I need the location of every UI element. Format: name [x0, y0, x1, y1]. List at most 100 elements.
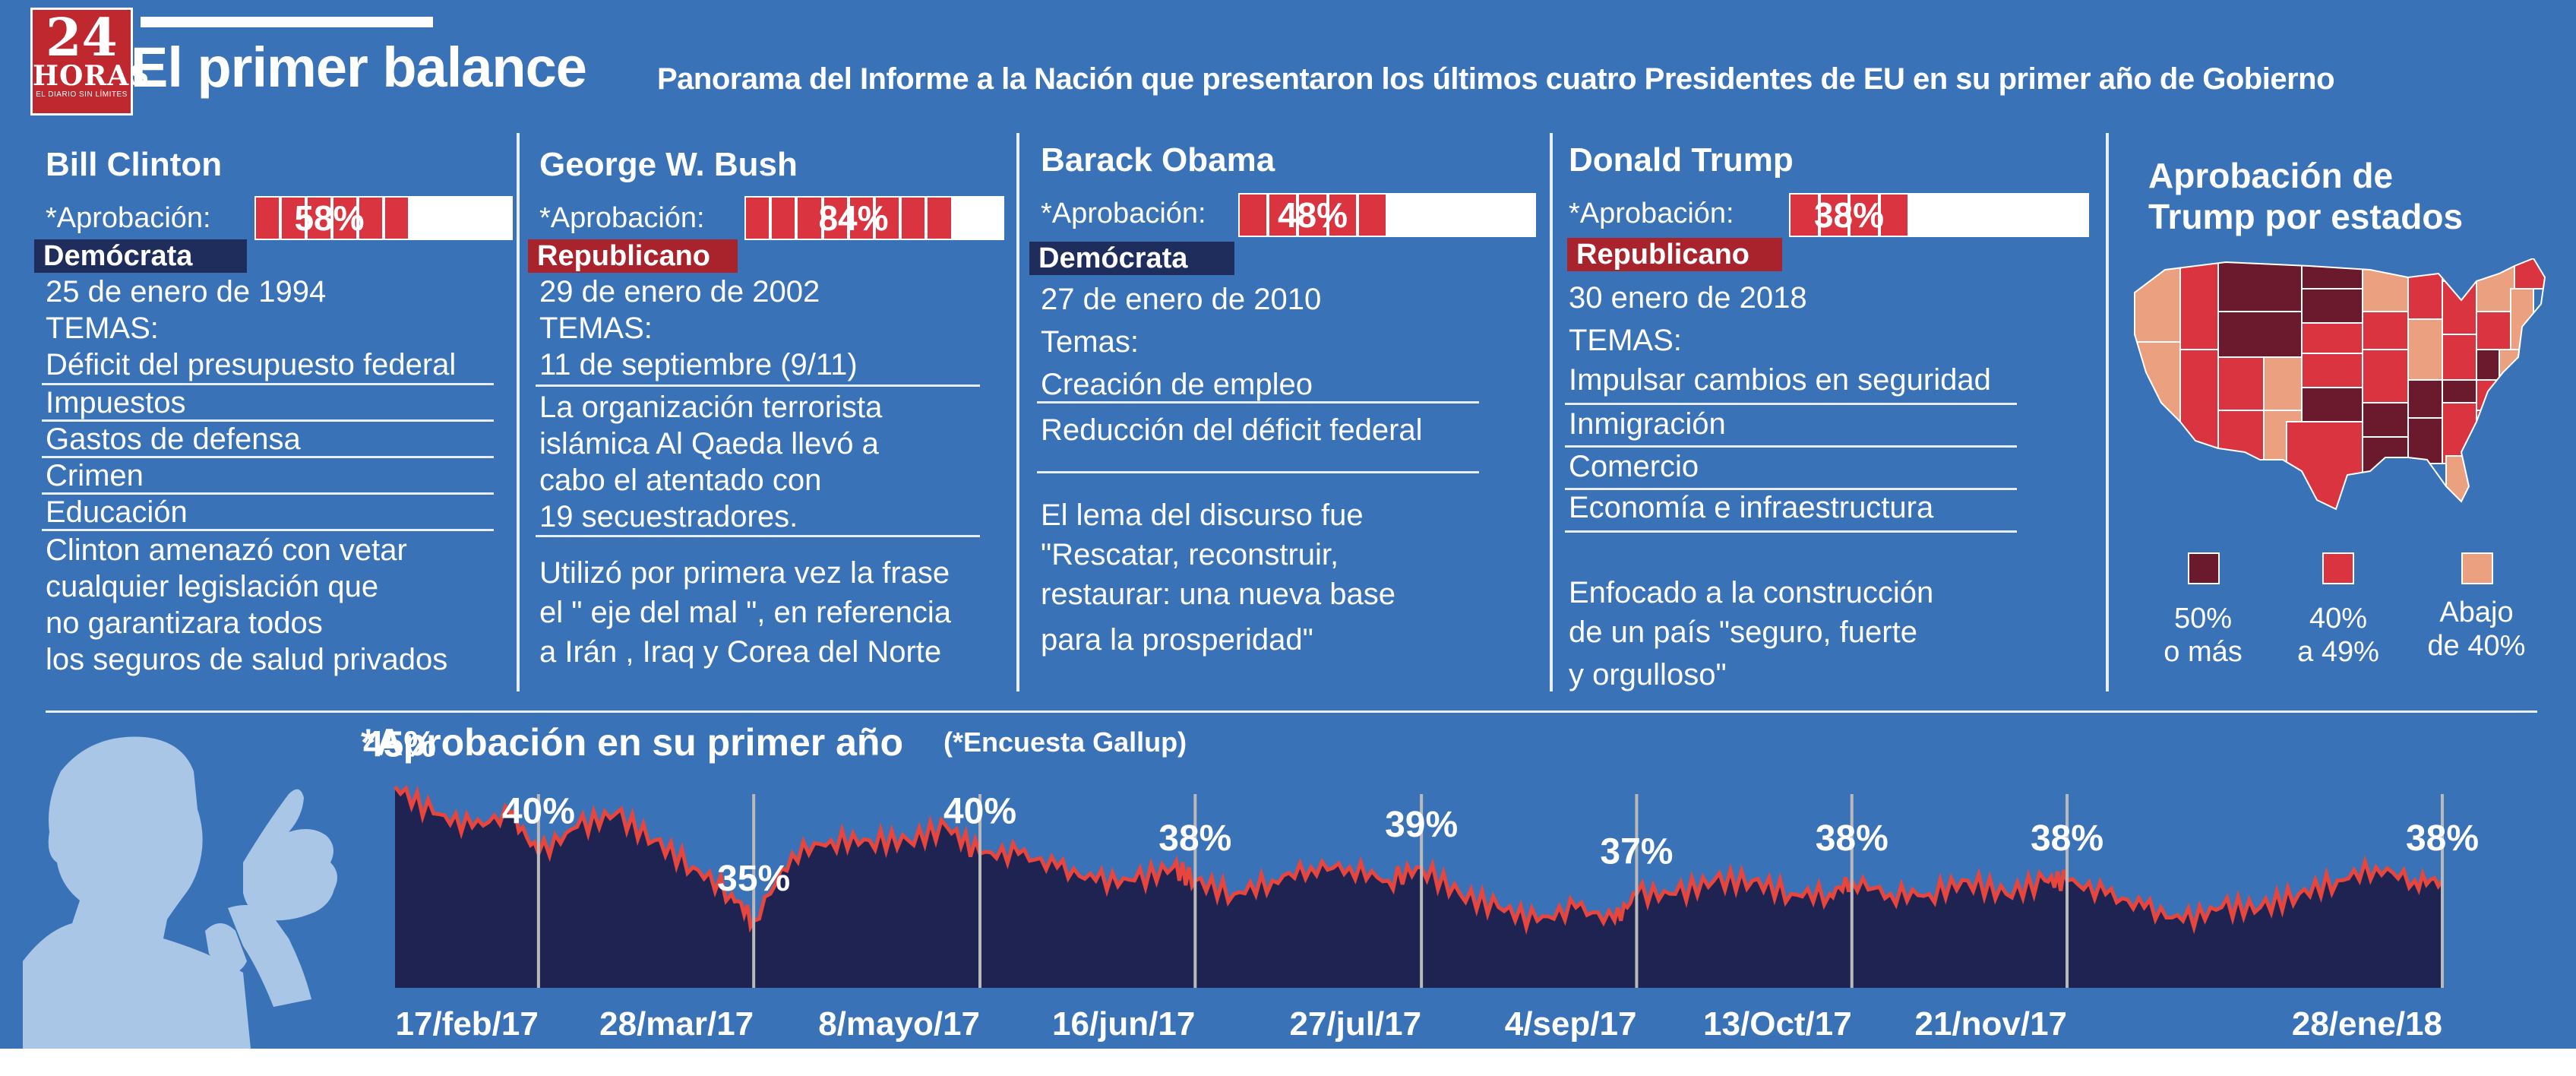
approval-segment-empty [409, 196, 435, 240]
approval-segment-empty [1446, 193, 1477, 237]
approval-segment-empty [2059, 193, 2089, 237]
party-badge: Demócrata [1029, 242, 1234, 275]
approval-segment-filled [848, 196, 875, 240]
divider [1565, 403, 2017, 405]
x-tick-label: 17/feb/17 [396, 1005, 539, 1043]
x-tick-label: 4/sep/17 [1505, 1005, 1637, 1043]
party-badge: Demócrata [34, 239, 247, 273]
x-tick-label: 21/nov/17 [1914, 1005, 2067, 1043]
topic-item: Inmigración [1569, 407, 1726, 441]
divider [1565, 445, 2017, 448]
topic-item: Comercio [1569, 450, 1699, 483]
map-title-line: Trump por estados [2148, 197, 2464, 236]
approval-label: *Aprobación: [539, 202, 705, 234]
note-line: Enfocado a la construcción [1569, 576, 1934, 609]
topic-item: Impuestos [46, 386, 186, 419]
topic-item: 11 de septiembre (9/11) [539, 348, 858, 381]
approval-segment-empty [435, 196, 461, 240]
data-label: 40% [502, 792, 575, 832]
data-label: 40% [943, 792, 1016, 832]
approval-segment-empty [1939, 193, 1969, 237]
data-label: 35% [717, 859, 790, 899]
approval-label: *Aprobación: [46, 202, 211, 234]
divider [42, 419, 494, 422]
approval-segment-filled [358, 196, 384, 240]
x-tick-label: 28/mar/17 [599, 1005, 754, 1043]
speech-date: 27 de enero de 2010 [1041, 283, 1322, 316]
data-label: 45% [363, 724, 436, 764]
approval-segment-filled [1789, 193, 1819, 237]
x-tick-label: 27/jul/17 [1289, 1005, 1421, 1043]
approval-value: 58% [294, 198, 365, 238]
approval-area-chart: 45% 17/feb/17 40% 28/mar/17 35% 8/mayo/17 40% 1… [363, 724, 2479, 1043]
party-badge: Republicano [528, 239, 738, 273]
column-divider [1550, 133, 1553, 691]
legend-line: Abajo [2439, 597, 2514, 628]
divider [536, 385, 980, 387]
legend-line: 40% [2309, 603, 2368, 635]
column-divider [2106, 133, 2109, 691]
note-line: La organización terrorista [539, 391, 883, 424]
president-name: George W. Bush [539, 146, 798, 183]
party-badge: Republicano [1567, 238, 1782, 271]
x-tick-label: 13/Oct/17 [1703, 1005, 1852, 1043]
approval-segment-filled [1849, 193, 1879, 237]
note-line: Utilizó por primera vez la frase [539, 556, 950, 590]
legend-line: a 49% [2297, 636, 2379, 668]
note-line: el " eje del mal ", en referencia [539, 596, 952, 629]
approval-label: *Aprobación: [1041, 198, 1206, 229]
topic-item: Reducción del déficit federal [1041, 413, 1423, 447]
approval-bar [254, 196, 513, 240]
x-tick-label: 8/mayo/17 [818, 1005, 980, 1043]
approval-segment-filled [1357, 193, 1388, 237]
data-label: 38% [1816, 818, 1889, 859]
data-label: 39% [1385, 805, 1458, 845]
approval-segment-empty [952, 196, 978, 240]
approval-segment-empty [1387, 193, 1418, 237]
topics-label: TEMAS: [1569, 324, 1682, 357]
approval-bar [744, 196, 1005, 240]
logo-name: HORAS [33, 60, 150, 92]
legend-swatch-mid [2322, 552, 2354, 584]
approval-bar [1238, 193, 1537, 237]
legend-line: 50% [2173, 603, 2233, 635]
data-label: 38% [2406, 818, 2479, 859]
approval-area [395, 786, 2442, 988]
approval-segment-filled [332, 196, 358, 240]
note-line: a Irán , Iraq y Corea del Norte [539, 635, 942, 669]
topic-item: Déficit del presupuesto federal [46, 348, 457, 381]
note-line: Clinton amenazó con vetar [46, 533, 407, 567]
divider [42, 492, 494, 495]
infographic: 24 HORAS EL DIARIO SIN LÍMITES El primer… [0, 0, 2576, 1049]
president-name: Bill Clinton [46, 146, 223, 183]
approval-segment-filled [1268, 193, 1298, 237]
approval-segment-filled [822, 196, 849, 240]
president-name: Barack Obama [1041, 141, 1275, 179]
approval-segment-filled [926, 196, 953, 240]
speech-date: 30 enero de 2018 [1569, 281, 1807, 315]
topic-item: Creación de empleo [1041, 368, 1313, 401]
chart-title: *Aprobación en su primer año [361, 721, 904, 764]
note-line: restaurar: una nueva base [1041, 578, 1395, 611]
topic-item: Educación [46, 495, 188, 529]
approval-segment-filled [384, 196, 409, 240]
approval-segment-filled [1297, 193, 1328, 237]
map-region-mississippi [2407, 417, 2443, 464]
approval-segment-filled [280, 196, 306, 240]
legend-label-low: Abajo de 40% [2401, 596, 2552, 663]
note-line: para la prosperidad" [1041, 623, 1313, 657]
topic-item: Impulsar cambios en seguridad [1569, 363, 1991, 397]
approval-segment-empty [978, 196, 1005, 240]
speech-date: 25 de enero de 1994 [46, 275, 327, 309]
column-divider [517, 133, 520, 691]
map-region-idaho [2179, 258, 2219, 350]
divider [1037, 471, 1479, 473]
legend-line: de 40% [2427, 630, 2526, 662]
map-region-wyoming [2217, 311, 2303, 358]
note-line: "Rescatar, reconstruir, [1041, 538, 1339, 571]
title-accent-bar [141, 17, 433, 27]
brand-logo: 24 HORAS EL DIARIO SIN LÍMITES [30, 8, 150, 116]
divider [42, 529, 494, 531]
map-region-montana [2217, 258, 2303, 312]
approval-label: *Aprobación: [1569, 198, 1734, 229]
